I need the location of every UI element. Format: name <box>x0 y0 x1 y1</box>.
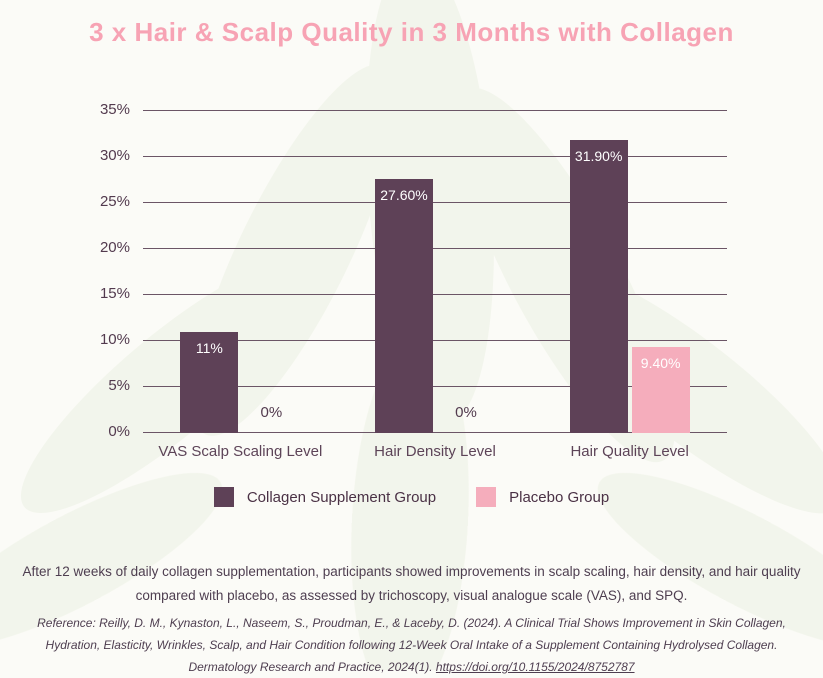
bar-value-label: 27.60% <box>380 187 428 204</box>
page-title: 3 x Hair & Scalp Quality in 3 Months wit… <box>89 17 734 47</box>
description-text: After 12 weeks of daily collagen supplem… <box>22 564 801 603</box>
chart-plot: 11% 0% VAS Scalp Scaling Level 27.60% 0% Hair… <box>143 110 727 460</box>
gridline-25% <box>143 202 727 203</box>
bar-value-label-zero: 0% <box>260 404 283 421</box>
reference-text: Reference: Reilly, D. M., Kynaston, L., … <box>10 612 813 678</box>
gridline-15% <box>143 294 727 295</box>
legend-swatch-placebo-icon <box>476 487 497 507</box>
gridline-35% <box>143 110 727 111</box>
legend-item-collagen: Collagen Supplement Group <box>213 487 437 507</box>
y-tick-label: 35% <box>99 101 130 118</box>
legend-label-collagen: Collagen Supplement Group <box>246 488 437 506</box>
category-label: Hair Density Level <box>374 443 496 460</box>
y-tick-label: 25% <box>99 193 130 210</box>
bar-value-label: 11% <box>195 339 223 356</box>
doi-link[interactable]: https://doi.org/10.1155/2024/8752787 <box>435 660 635 674</box>
gridline-20% <box>143 248 727 249</box>
bar-value-label-zero: 0% <box>455 404 477 421</box>
y-tick-label: 15% <box>99 285 130 302</box>
y-tick-label: 0% <box>108 423 130 440</box>
legend-swatch-collagen-icon <box>213 487 234 507</box>
bar-collagen: 11% <box>180 331 239 433</box>
reference-citation: Reference: Reilly, D. M., Kynaston, L., … <box>37 616 786 674</box>
y-tick-label: 20% <box>99 239 130 256</box>
bar-placebo: 9.40% <box>631 346 690 433</box>
bar-value-label: 9.40% <box>640 354 681 371</box>
y-tick-label: 10% <box>99 331 130 348</box>
category-label: Hair Quality Level <box>570 443 689 460</box>
gridline-30% <box>143 156 727 157</box>
bar-collagen: 27.60% <box>375 179 433 433</box>
bar-collagen: 31.90% <box>569 139 628 433</box>
y-tick-label: 5% <box>108 377 130 394</box>
legend-label-placebo: Placebo Group <box>509 488 610 506</box>
y-tick-label: 30% <box>99 147 130 164</box>
chart-legend: Collagen Supplement Group Placebo Group <box>0 487 823 507</box>
legend-item-placebo: Placebo Group <box>476 487 609 507</box>
category-label: VAS Scalp Scaling Level <box>158 443 323 460</box>
bar-value-label: 31.90% <box>574 147 623 164</box>
